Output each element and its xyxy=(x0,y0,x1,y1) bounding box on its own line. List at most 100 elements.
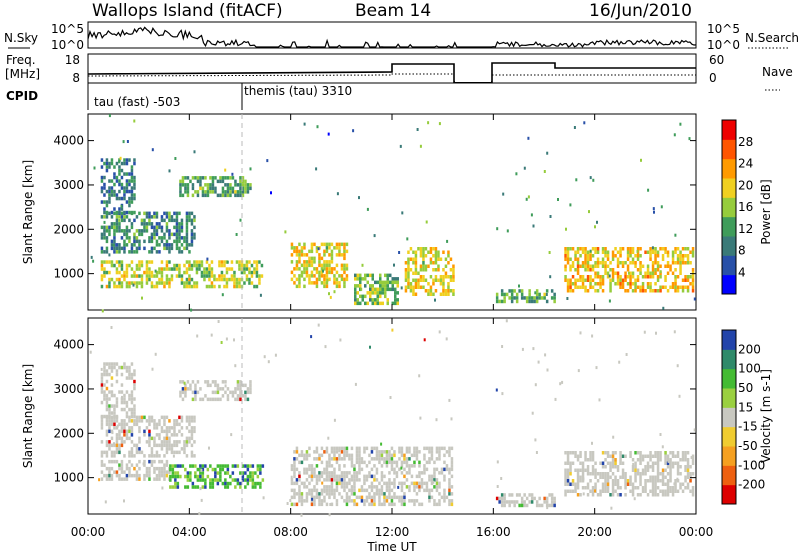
data-cell xyxy=(303,471,306,475)
data-cell xyxy=(153,236,156,240)
data-cell xyxy=(654,479,657,483)
data-cell xyxy=(328,485,331,489)
data-cell xyxy=(155,232,159,237)
data-cell xyxy=(200,263,204,268)
data-cell xyxy=(693,428,696,432)
data-cell xyxy=(165,433,169,437)
data-cell xyxy=(584,289,587,293)
data-cell xyxy=(138,429,141,434)
data-cell xyxy=(571,461,575,465)
data-cell xyxy=(216,478,220,482)
data-cell xyxy=(180,229,184,233)
data-cell xyxy=(249,387,252,391)
data-cell xyxy=(510,500,514,504)
data-cell xyxy=(448,450,451,454)
data-cell xyxy=(305,267,309,271)
data-cell xyxy=(125,390,129,394)
data-cell xyxy=(403,467,406,472)
data-cell xyxy=(224,485,227,489)
data-cell xyxy=(145,274,149,278)
data-cell xyxy=(566,254,570,258)
data-cell xyxy=(258,281,261,285)
data-cell xyxy=(503,500,506,504)
data-cell xyxy=(115,243,119,247)
data-cell xyxy=(503,496,506,501)
data-cell xyxy=(155,211,159,216)
data-cell xyxy=(614,461,617,465)
data-cell xyxy=(415,485,419,489)
data-cell xyxy=(133,182,136,187)
data-cell xyxy=(274,353,277,357)
data-cell xyxy=(163,211,166,216)
data-cell xyxy=(168,419,171,423)
data-cell xyxy=(606,475,610,479)
data-cell xyxy=(123,393,126,398)
data-cell xyxy=(220,260,224,264)
data-cell xyxy=(150,250,154,254)
data-cell xyxy=(418,471,421,475)
data-cell xyxy=(335,460,339,465)
data-cell xyxy=(130,407,134,412)
data-cell xyxy=(120,463,124,467)
data-cell xyxy=(100,186,104,190)
data-cell xyxy=(636,468,640,472)
data-cell xyxy=(428,499,431,503)
data-cell xyxy=(180,274,184,278)
data-cell xyxy=(229,183,232,187)
data-cell xyxy=(110,243,114,247)
data-cell xyxy=(380,464,384,468)
data-cell xyxy=(594,468,597,472)
data-cell xyxy=(248,281,251,285)
data-cell xyxy=(219,464,222,468)
data-cell xyxy=(639,264,642,268)
data-cell xyxy=(425,446,429,451)
data-cell xyxy=(353,499,356,503)
data-cell xyxy=(435,450,439,454)
data-cell xyxy=(448,499,451,503)
data-cell xyxy=(674,461,677,465)
data-cell xyxy=(619,451,622,455)
data-cell xyxy=(328,267,331,271)
data-cell xyxy=(366,291,369,295)
data-cell xyxy=(414,292,418,296)
data-cell xyxy=(188,429,191,434)
data-cell xyxy=(128,369,131,373)
data-cell xyxy=(434,250,438,254)
data-cell xyxy=(338,281,341,285)
data-cell xyxy=(606,264,610,268)
data-cell xyxy=(173,211,176,216)
data-cell xyxy=(118,210,121,215)
data-cell xyxy=(188,267,191,271)
data-cell xyxy=(295,457,299,461)
data-cell xyxy=(204,394,207,398)
data-cell xyxy=(115,459,119,464)
data-cell xyxy=(181,176,185,180)
data-cell xyxy=(210,333,213,337)
data-cell xyxy=(444,257,448,261)
data-cell xyxy=(328,492,331,496)
data-cell xyxy=(447,292,450,296)
data-cell xyxy=(130,414,134,419)
data-cell xyxy=(661,468,665,472)
data-cell xyxy=(438,471,441,475)
data-cell xyxy=(253,284,256,289)
data-cell xyxy=(534,383,537,387)
data-cell xyxy=(535,503,539,508)
data-cell xyxy=(611,458,615,462)
data-cell xyxy=(138,229,141,233)
data-cell xyxy=(380,485,384,489)
data-cell xyxy=(328,292,330,296)
data-cell xyxy=(435,457,439,461)
data-cell xyxy=(239,471,242,475)
data-cell xyxy=(601,482,605,486)
data-cell xyxy=(103,182,106,187)
data-cell xyxy=(175,232,179,237)
data-cell xyxy=(148,422,151,427)
data-cell xyxy=(183,447,186,451)
data-cell xyxy=(329,503,332,506)
data-cell xyxy=(315,488,319,493)
data-cell xyxy=(130,454,134,458)
data-cell xyxy=(153,436,156,441)
data-cell xyxy=(249,478,252,482)
data-cell xyxy=(579,479,582,483)
